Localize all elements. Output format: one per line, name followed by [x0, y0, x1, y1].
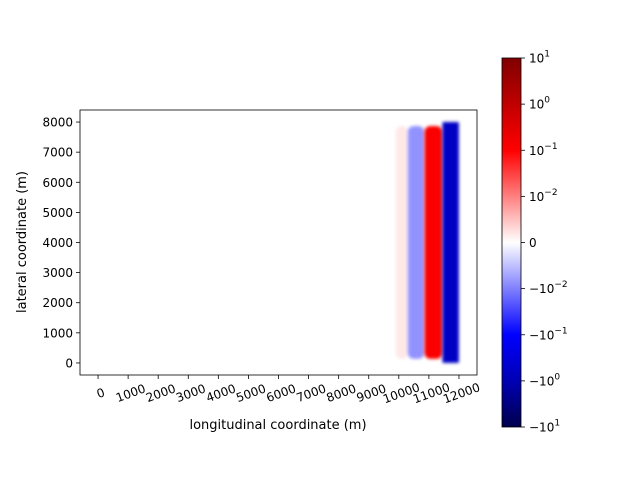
field-band-faint-positive — [395, 126, 408, 359]
colorbar-tick-label: 10−1 — [529, 142, 558, 158]
colorbar-tick-label: 0 — [529, 236, 537, 250]
colorbar-tick-label: 101 — [529, 50, 550, 66]
colorbar-tick-label: −10−2 — [529, 280, 568, 296]
y-axis-ticks: 0 1000 2000 3000 4000 5000 6000 7000 8000 — [42, 116, 80, 370]
colorbar-ticks: 101 100 10−1 10−2 0 −10−2 −10−1 −100 −101 — [521, 50, 568, 435]
field-band-strong-negative — [442, 122, 459, 363]
x-tick-label: 7000 — [294, 381, 327, 405]
field-band-strong-positive — [424, 126, 443, 359]
x-tick-label: 6000 — [264, 381, 297, 405]
colorbar-tick-label: −10−1 — [529, 326, 568, 342]
x-axis-label: longitudinal coordinate (m) — [189, 418, 366, 433]
x-tick-label: 5000 — [234, 381, 267, 405]
y-tick-label: 2000 — [42, 296, 73, 310]
field-layer — [395, 122, 459, 363]
colorbar — [501, 57, 522, 428]
x-tick-label: 8000 — [325, 381, 358, 405]
colorbar-tick-label: −101 — [529, 419, 560, 435]
y-tick-label: 4000 — [42, 236, 73, 250]
colorbar-tick-label: 10−2 — [529, 188, 558, 204]
y-tick-label: 7000 — [42, 146, 73, 160]
y-tick-label: 3000 — [42, 266, 73, 280]
y-axis-label: lateral coordinate (m) — [15, 171, 30, 313]
x-tick-label: 1000 — [114, 381, 147, 405]
field-band-light-negative — [407, 126, 425, 359]
y-tick-label: 1000 — [42, 326, 73, 340]
x-axis-ticks: 0 100020003000400050006000700080009000100… — [95, 375, 482, 406]
y-tick-label: 0 — [65, 356, 73, 370]
y-tick-label: 6000 — [42, 176, 73, 190]
colorbar-tick-label: 100 — [529, 96, 550, 112]
x-tick-label: 3000 — [174, 381, 207, 405]
x-tick-label: 0 — [95, 385, 107, 401]
y-tick-label: 5000 — [42, 206, 73, 220]
x-tick-label: 2000 — [144, 381, 177, 405]
colorbar-tick-label: −100 — [529, 372, 560, 388]
x-tick-label: 4000 — [204, 381, 237, 405]
y-tick-label: 8000 — [42, 116, 73, 130]
